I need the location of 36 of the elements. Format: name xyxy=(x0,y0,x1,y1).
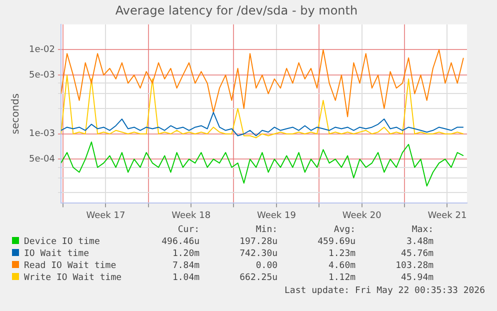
text: 496.46u xyxy=(160,236,200,248)
legend-label: Read IO Wait time xyxy=(23,260,118,272)
text: 459.69u xyxy=(316,236,356,248)
text: 1.12m xyxy=(327,272,356,284)
y-tick-label: 5e-04 xyxy=(28,154,56,165)
text: 103.28m xyxy=(394,260,434,272)
text: 662.25u xyxy=(238,272,278,284)
text: Avg: xyxy=(332,224,356,236)
x-tick-label: Week 20 xyxy=(342,210,382,221)
text: Cur: xyxy=(176,224,200,236)
x-tick-label: Week 17 xyxy=(86,210,126,221)
text: 742.30u xyxy=(238,248,278,260)
legend-label: IO Wait time xyxy=(23,248,90,260)
x-tick-label: Week 21 xyxy=(428,210,467,221)
legend-label: Device IO time xyxy=(23,236,101,248)
text: 7.84m xyxy=(171,260,200,272)
text: 45.76m xyxy=(400,248,434,260)
text: 1.20m xyxy=(171,248,200,260)
text: 0.00 xyxy=(254,260,278,272)
text: 197.28u xyxy=(238,236,278,248)
text: 1.04m xyxy=(171,272,200,284)
y-axis-title: seconds xyxy=(10,93,22,134)
text: 1.23m xyxy=(327,248,356,260)
x-tick-label: Week 18 xyxy=(172,210,211,221)
x-tick-label: Week 19 xyxy=(256,210,296,221)
y-tick-label: 5e-03 xyxy=(28,70,55,80)
text: 45.94m xyxy=(400,272,434,284)
text: Max: xyxy=(410,224,434,236)
text: Last update: Fri May 22 00:35:33 2026 xyxy=(284,286,485,296)
legend-label: Write IO Wait time xyxy=(23,272,122,284)
text: 3.48m xyxy=(405,236,434,248)
text: 4.60m xyxy=(327,260,356,272)
y-tick-label: 1e-03 xyxy=(28,129,55,140)
text: Min: xyxy=(254,224,278,236)
chart-title: Average latency for /dev/sda - by month xyxy=(115,3,358,18)
y-tick-label: 1e-02 xyxy=(28,45,55,56)
